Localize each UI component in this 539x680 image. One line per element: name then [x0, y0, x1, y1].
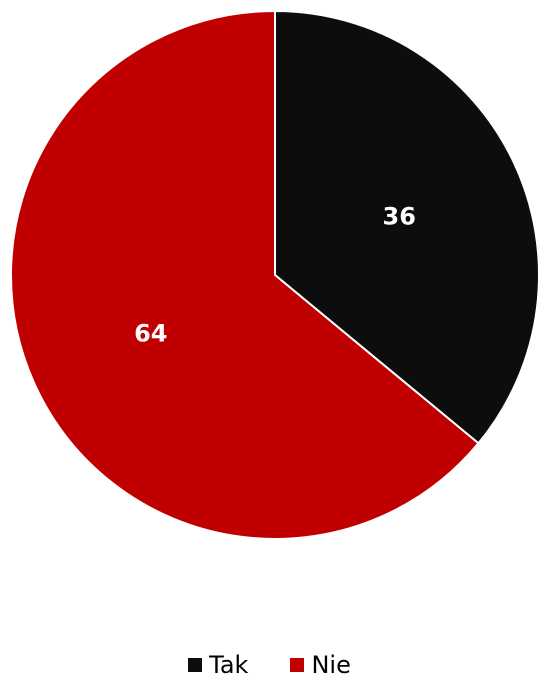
legend-swatch-nie: [290, 658, 305, 672]
legend-swatch-tak: [188, 658, 203, 672]
pie-slice-tak: [274, 9, 539, 445]
data-label-nie: 64: [134, 319, 167, 347]
data-label-tak: 36: [383, 203, 416, 231]
legend-item-tak: Tak: [188, 651, 248, 679]
legend-item-nie: Nie: [290, 651, 351, 679]
legend-label-tak: Tak: [209, 651, 249, 679]
legend-label-nie: Nie: [311, 651, 351, 679]
pie-slice-nie: [10, 9, 480, 540]
legend: Tak Nie: [0, 650, 539, 680]
